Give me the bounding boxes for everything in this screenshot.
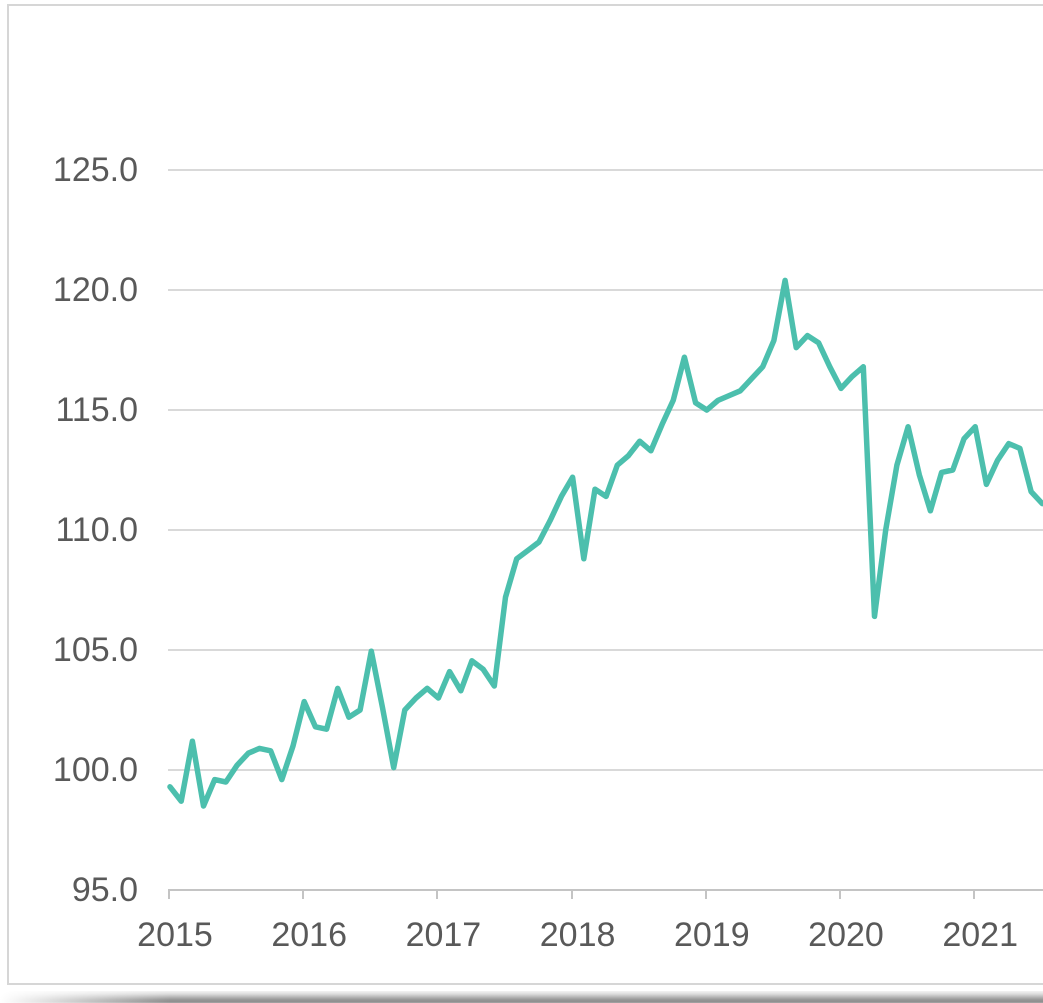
x-tick-label-2017: 2017 xyxy=(405,916,482,954)
x-tick-label-2016: 2016 xyxy=(271,916,347,954)
x-axis-tick xyxy=(973,890,976,899)
x-tick-label-2021: 2021 xyxy=(942,916,1018,954)
x-tick-label-2018: 2018 xyxy=(539,916,616,954)
gridline-125 xyxy=(168,169,1043,171)
y-tick-label: 125.0 xyxy=(52,151,138,189)
y-tick-label: 115.0 xyxy=(55,391,138,429)
window-edge-below xyxy=(0,991,1043,1003)
gridline-120 xyxy=(168,289,1043,291)
x-axis-tick xyxy=(704,890,707,899)
x-tick-label-2019: 2019 xyxy=(673,916,750,954)
x-tick-label-2015: 2015 xyxy=(137,916,213,954)
x-tick-label-2020: 2020 xyxy=(808,916,884,954)
x-axis-tick xyxy=(302,890,305,899)
y-tick-label: 95.0 xyxy=(71,871,138,909)
gridline-100 xyxy=(168,769,1043,771)
x-axis-tick xyxy=(839,890,841,899)
gridline-115 xyxy=(168,409,1043,411)
gridline-110 xyxy=(168,529,1043,531)
y-tick-label: 120.0 xyxy=(52,271,138,309)
x-axis-tick xyxy=(168,890,170,899)
x-axis-tick xyxy=(436,890,439,899)
gridline-105 xyxy=(168,649,1043,651)
y-tick-label: 110.0 xyxy=(55,511,138,549)
x-axis-line xyxy=(168,889,1043,891)
index-line-series xyxy=(167,277,1043,809)
y-tick-label: 105.0 xyxy=(52,631,138,669)
window-edge-fade xyxy=(0,991,180,1003)
y-tick-label: 100.0 xyxy=(52,751,138,789)
x-axis-tick xyxy=(570,890,573,899)
